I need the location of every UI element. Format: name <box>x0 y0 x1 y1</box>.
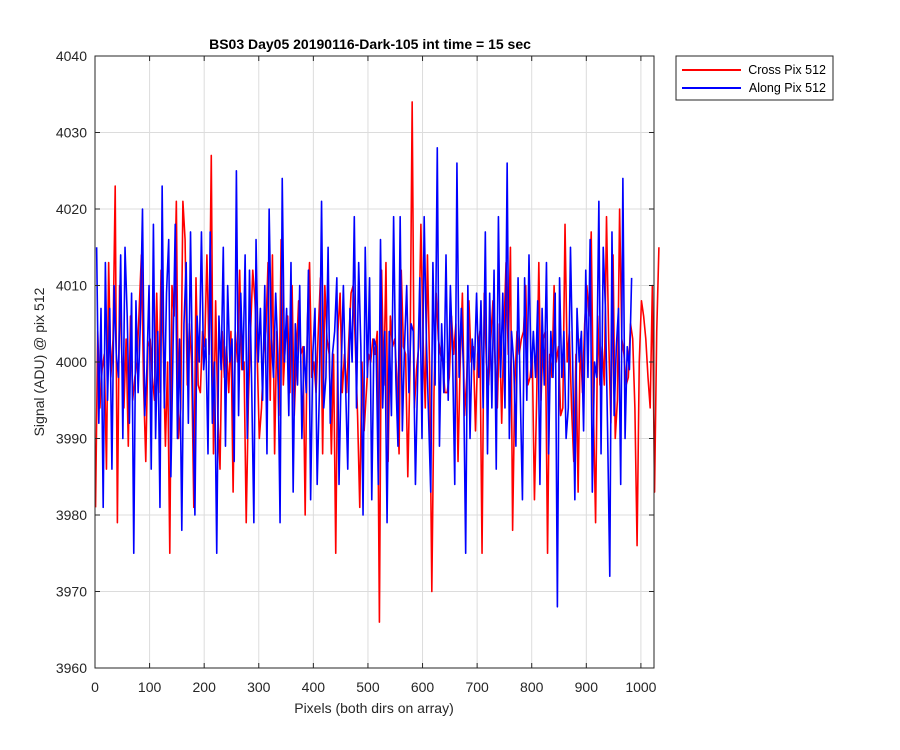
series-layer <box>94 101 660 623</box>
y-tick-label: 3980 <box>56 507 87 523</box>
tick-labels: 0 100 200 300 400 500 600 700 800 900 1000 3960 3970… <box>56 48 657 695</box>
x-tick-label: 600 <box>411 679 435 695</box>
x-tick-label: 1000 <box>625 679 656 695</box>
x-tick-label: 500 <box>356 679 380 695</box>
x-tick-label: 200 <box>193 679 217 695</box>
y-tick-label: 3990 <box>56 431 87 447</box>
x-tick-label: 100 <box>138 679 162 695</box>
legend-box <box>675 55 834 101</box>
y-tick-label: 4040 <box>56 48 87 64</box>
x-tick-label: 0 <box>91 679 99 695</box>
y-axis-label: Signal (ADU) @ pix 512 <box>31 287 47 436</box>
x-axis-label: Pixels (both dirs on array) <box>294 700 454 716</box>
legend: Cross Pix 512 Along Pix 512 <box>675 55 834 101</box>
x-tick-label: 300 <box>247 679 271 695</box>
x-tick-label: 800 <box>520 679 544 695</box>
y-tick-label: 4020 <box>56 201 87 217</box>
y-tick-label: 4030 <box>56 125 87 141</box>
y-tick-label: 4010 <box>56 278 87 294</box>
legend-label-cross-pix: Cross Pix 512 <box>748 63 826 77</box>
x-tick-label: 900 <box>575 679 599 695</box>
y-tick-label: 3960 <box>56 660 87 676</box>
x-tick-label: 400 <box>302 679 326 695</box>
x-tick-label: 700 <box>465 679 489 695</box>
ticks <box>94 55 654 669</box>
series-along-pix-512 <box>95 147 633 608</box>
chart-title: BS03 Day05 20190116-Dark-105 int time = … <box>209 36 531 52</box>
y-tick-label: 3970 <box>56 584 87 600</box>
legend-label-along-pix: Along Pix 512 <box>749 81 826 95</box>
y-tick-label: 4000 <box>56 354 87 370</box>
